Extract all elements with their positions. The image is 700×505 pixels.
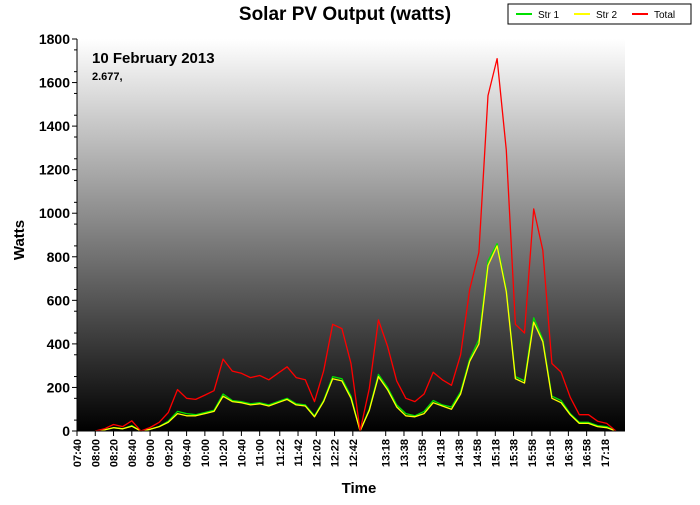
x-tick-label: 14:58	[472, 439, 484, 467]
series-line-total	[95, 57, 617, 432]
x-tick-label: 12:42	[348, 439, 360, 467]
x-tick-label: 14:18	[436, 439, 448, 467]
x-tick-label: 11:42	[293, 439, 305, 467]
x-tick-label: 15:58	[527, 439, 539, 467]
x-tick-label: 09:00	[145, 439, 157, 467]
x-tick-label: 16:38	[563, 439, 575, 467]
x-tick-label: 10:40	[236, 439, 248, 467]
y-axis-title: Watts	[11, 220, 28, 260]
x-tick-label: 17:18	[600, 439, 612, 467]
x-tick-label: 11:00	[255, 439, 267, 467]
x-tick-label: 15:38	[509, 439, 521, 467]
annotation-energy: 2.677,	[92, 71, 123, 83]
x-tick-label: 07:40	[72, 439, 84, 467]
x-tick-label: 12:22	[330, 439, 342, 467]
y-tick-label: 600	[47, 292, 71, 308]
series-layer	[95, 57, 617, 432]
x-tick-label: 16:18	[545, 439, 557, 467]
y-axis-ticks: 0 200 400 600 800 1000 1200 1400 1600 1800	[39, 31, 77, 439]
y-tick-label: 1000	[39, 205, 70, 221]
legend-label-str2: Str 2	[596, 10, 618, 21]
legend-label-total: Total	[654, 10, 675, 21]
y-tick-label: 1600	[39, 75, 70, 91]
annotation-date: 10 February 2013	[92, 50, 215, 67]
x-tick-label: 09:20	[163, 439, 175, 467]
x-tick-label: 12:02	[311, 439, 323, 467]
y-tick-label: 0	[62, 423, 70, 439]
y-tick-label: 1400	[39, 118, 70, 134]
legend-box	[507, 3, 692, 25]
x-tick-label: 13:58	[417, 439, 429, 467]
series-line-str-2	[95, 245, 617, 432]
x-tick-label: 10:00	[200, 439, 212, 467]
x-tick-label: 08:20	[109, 439, 121, 467]
x-tick-label: 08:00	[90, 439, 102, 467]
legend: Str 1 Str 2 Total	[507, 3, 692, 25]
x-axis-title: Time	[342, 480, 377, 497]
x-tick-label: 15:18	[490, 439, 502, 467]
x-tick-label: 16:58	[582, 439, 594, 467]
y-tick-label: 1200	[39, 162, 70, 178]
legend-label-str1: Str 1	[538, 10, 560, 21]
x-tick-label: 10:20	[218, 439, 230, 467]
x-tick-label: 13:18	[381, 439, 393, 467]
x-tick-label: 09:40	[182, 439, 194, 467]
x-tick-label: 11:22	[275, 439, 287, 467]
x-tick-label: 13:38	[399, 439, 411, 467]
chart-title: Solar PV Output (watts)	[239, 4, 451, 25]
x-axis-ticks: 07:40 08:00 08:20 08:40 09:00 09:20 09:40 10:00…	[72, 431, 612, 467]
y-tick-label: 800	[47, 249, 71, 265]
x-tick-label: 08:40	[127, 439, 139, 467]
plot-area	[77, 39, 625, 431]
y-tick-label: 400	[47, 336, 71, 352]
y-tick-label: 1800	[39, 31, 70, 47]
y-tick-label: 200	[47, 379, 71, 395]
x-tick-label: 14:38	[454, 439, 466, 467]
